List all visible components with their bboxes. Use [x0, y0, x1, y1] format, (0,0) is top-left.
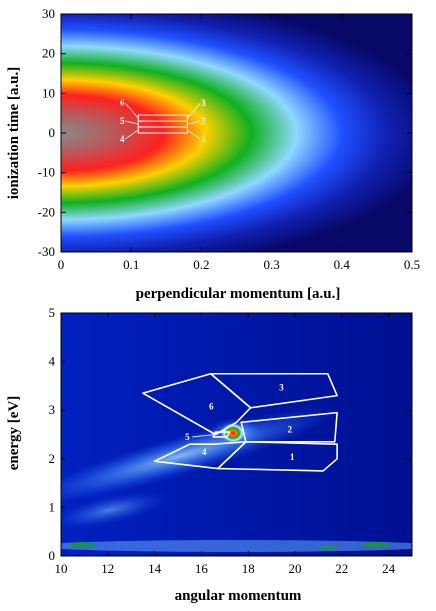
lower-stripe [61, 491, 169, 529]
y-tick-label: 20 [42, 46, 55, 61]
x-tick-label: 0.5 [404, 257, 420, 272]
x-tick-label: 10 [55, 561, 68, 576]
x-tick-label: 0.3 [263, 257, 279, 272]
region-label-4: 4 [120, 134, 125, 144]
region-label-4: 4 [202, 447, 207, 457]
region-leader [192, 434, 216, 438]
region-leader [124, 129, 139, 140]
y-tick-label: 5 [49, 305, 56, 320]
x-tick-label: 18 [242, 561, 255, 576]
region-label-6: 6 [209, 401, 214, 411]
top-x-axis-label: perpendicular momentum [a.u.] [136, 286, 341, 302]
x-tick-label: 0.2 [193, 257, 209, 272]
y-tick-label: 1 [49, 499, 56, 514]
x-tick-label: 22 [335, 561, 348, 576]
region-label-5: 5 [120, 116, 125, 126]
y-tick-label: 10 [42, 85, 55, 100]
region-leader [187, 120, 201, 125]
bottom-y-axis-label: energy [eV] [6, 396, 22, 471]
x-tick-label: 16 [195, 561, 209, 576]
region-polygon-2 [240, 411, 338, 443]
floor-spot-right [362, 542, 390, 548]
bottom-heatmap-structure: 1 2 3 4 5 6 [61, 372, 412, 552]
bottom-plot-frame [60, 312, 413, 557]
x-tick-label: 14 [148, 561, 162, 576]
y-tick-label: 2 [49, 451, 56, 466]
floor-spot-left [68, 542, 96, 548]
region-label-6: 6 [120, 98, 125, 108]
y-tick-label: -20 [38, 204, 55, 219]
y-tick-label: 30 [42, 6, 55, 21]
x-tick-label: 12 [101, 561, 114, 576]
bottom-x-axis-label: angular momentum [175, 588, 302, 604]
region-label-5: 5 [185, 432, 190, 442]
region-leader [187, 129, 201, 140]
region-label-1: 1 [201, 134, 206, 144]
region-polygon-4 [153, 440, 247, 470]
region-leader [125, 120, 139, 125]
x-tick-label: 0 [58, 257, 65, 272]
x-tick-label: 20 [289, 561, 302, 576]
y-tick-label: -10 [38, 165, 55, 180]
top-plot-frame [60, 13, 413, 253]
region-leader [187, 102, 201, 119]
x-tick-label: 0.4 [334, 257, 351, 272]
y-tick-label: 3 [49, 402, 56, 417]
region-leader [124, 102, 139, 119]
region-label-3: 3 [201, 98, 206, 108]
top-region-overlay: 1 2 3 4 5 6 [120, 98, 206, 144]
bottom-region-overlay: 1 2 3 4 5 6 [142, 372, 338, 472]
floor-spot-mid [318, 545, 338, 551]
y-tick-label: 0 [49, 548, 56, 563]
y-tick-label: -30 [38, 244, 55, 259]
y-tick-label: 0 [49, 125, 56, 140]
region-polygon-6 [142, 372, 252, 436]
region-label-2: 2 [287, 425, 292, 435]
x-tick-label: 24 [382, 561, 396, 576]
top-heatmap [61, 14, 412, 252]
region-box [137, 114, 188, 134]
y-tick-label: 4 [49, 354, 56, 369]
region-label-1: 1 [290, 452, 295, 462]
x-tick-label: 0.1 [123, 257, 139, 272]
region-label-2: 2 [201, 116, 206, 126]
top-y-axis-label: ionization time [a.u.] [6, 67, 22, 200]
region-label-3: 3 [279, 383, 284, 393]
